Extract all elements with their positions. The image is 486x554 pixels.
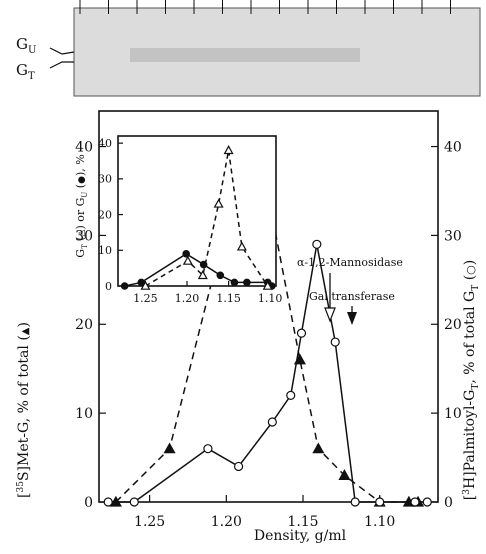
gel-band: [130, 48, 360, 62]
x-tick-label: 1.10: [258, 292, 283, 305]
y-tick-label-right: 30: [444, 228, 462, 244]
data-point-open-triangle: [140, 280, 151, 290]
data-point-open-triangle: [213, 198, 224, 208]
gel-pointer-gu: [49, 47, 75, 55]
x-tick-label: 1.15: [287, 514, 318, 530]
arrow-head-gal-transferase: [347, 312, 357, 325]
gel-lane-ticks: [79, 0, 451, 14]
legend-open-circle: ○: [464, 265, 477, 275]
inset-axes: 1.25 1.20 1.15 1.10 0 10 20 30 40: [98, 137, 282, 305]
x-tick-label: 1.25: [133, 292, 158, 305]
data-point-filled-circle: [182, 250, 190, 258]
y-tick-label-left: 20: [98, 208, 112, 221]
data-point-open-triangle: [197, 270, 208, 280]
x-tick-label: 1.20: [175, 292, 200, 305]
data-point-open-circle: [410, 497, 420, 507]
data-point-filled-circle: [216, 271, 225, 280]
data-point-filled-triangle: [338, 469, 351, 480]
inset-chart: 1.25 1.20 1.15 1.10 0 10 20 30 40 GT (△) or GU (…: [74, 135, 282, 305]
gel-panel: GU GT: [16, 0, 481, 97]
main-chart: 1.25 1.20 1.15 1.10 0 10 20 30 40 0 10 20 30 40 α-1,2…: [16, 110, 481, 544]
x-tick-label: 1.20: [211, 514, 242, 530]
gel-label-gu: GU: [16, 35, 36, 56]
annotation-mannosidase: α-1,2-Mannosidase: [297, 256, 403, 269]
data-point-open-triangle: [262, 280, 273, 290]
legend-open-triangle: △: [77, 229, 87, 236]
y-tick-label-left: 30: [75, 228, 93, 244]
x-tick-label: 1.25: [134, 514, 165, 530]
y-tick-label-right: 40: [444, 139, 462, 155]
data-point-open-circle: [267, 417, 277, 427]
data-point-filled-triangle: [163, 442, 176, 454]
y-axis-title-left: [35S]Met-G, % of total (▲): [16, 322, 32, 498]
y-axis-title-right: [3H]Palmitoyl-GT, % of total GT (○): [462, 260, 481, 501]
legend-filled-circle: ●: [77, 176, 87, 184]
data-point-filled-triangle: [312, 442, 325, 454]
data-point-open-circle: [296, 328, 307, 338]
data-point-filled-circle: [137, 278, 146, 287]
data-point-open-circle: [350, 497, 360, 507]
data-point-filled-circle: [120, 282, 129, 290]
data-point-open-circle: [129, 497, 139, 507]
data-point-open-circle: [233, 461, 244, 472]
main-plot-frame: [98, 110, 439, 503]
x-tick-label: 1.10: [364, 514, 395, 530]
data-point-open-circle: [375, 497, 385, 507]
y-tick-label-left: 20: [75, 317, 93, 333]
y-tick-label-left: 0: [105, 280, 112, 293]
legend-filled-triangle: ▲: [20, 327, 31, 335]
gel-pointer-gt: [49, 61, 74, 69]
data-point-filled-circle: [243, 278, 251, 287]
data-point-open-triangle: [236, 241, 247, 251]
x-tick-label: 1.15: [216, 292, 241, 305]
data-point-open-circle: [330, 337, 340, 347]
main-axes: 1.25 1.20 1.15 1.10 0 10 20 30 40 0 10 20 30 40: [75, 139, 462, 530]
y-tick-label-left: 30: [98, 173, 112, 186]
inset-series: [120, 145, 276, 290]
annotation-gal-transferase: Gal transferase: [309, 290, 395, 303]
y-tick-label-right: 0: [444, 495, 453, 511]
data-point-filled-circle: [230, 278, 239, 287]
arrow-head-mannosidase: [324, 307, 336, 323]
data-point-open-circle: [312, 239, 322, 249]
x-axis-title: Density, g/ml: [254, 528, 347, 544]
data-point-open-triangle: [223, 145, 234, 155]
gel-label-gt: GT: [16, 61, 35, 82]
data-point-open-circle: [286, 390, 296, 400]
y-tick-label-left: 40: [98, 137, 112, 150]
data-point-open-triangle: [182, 255, 193, 265]
y-tick-label-left: 10: [75, 406, 93, 422]
y-tick-label-left: 40: [75, 139, 93, 155]
y-tick-label-right: 20: [444, 317, 462, 333]
inset-y-axis-title: GT (△) or GU (●), %: [74, 154, 89, 257]
data-point-open-circle: [422, 497, 432, 507]
inset-plot-frame: [117, 135, 277, 287]
y-tick-label-left: 0: [84, 495, 93, 511]
data-point-open-circle: [203, 444, 213, 454]
data-point-open-circle: [103, 497, 113, 507]
y-tick-label-left: 10: [98, 244, 112, 257]
y-tick-label-right: 10: [444, 406, 462, 422]
